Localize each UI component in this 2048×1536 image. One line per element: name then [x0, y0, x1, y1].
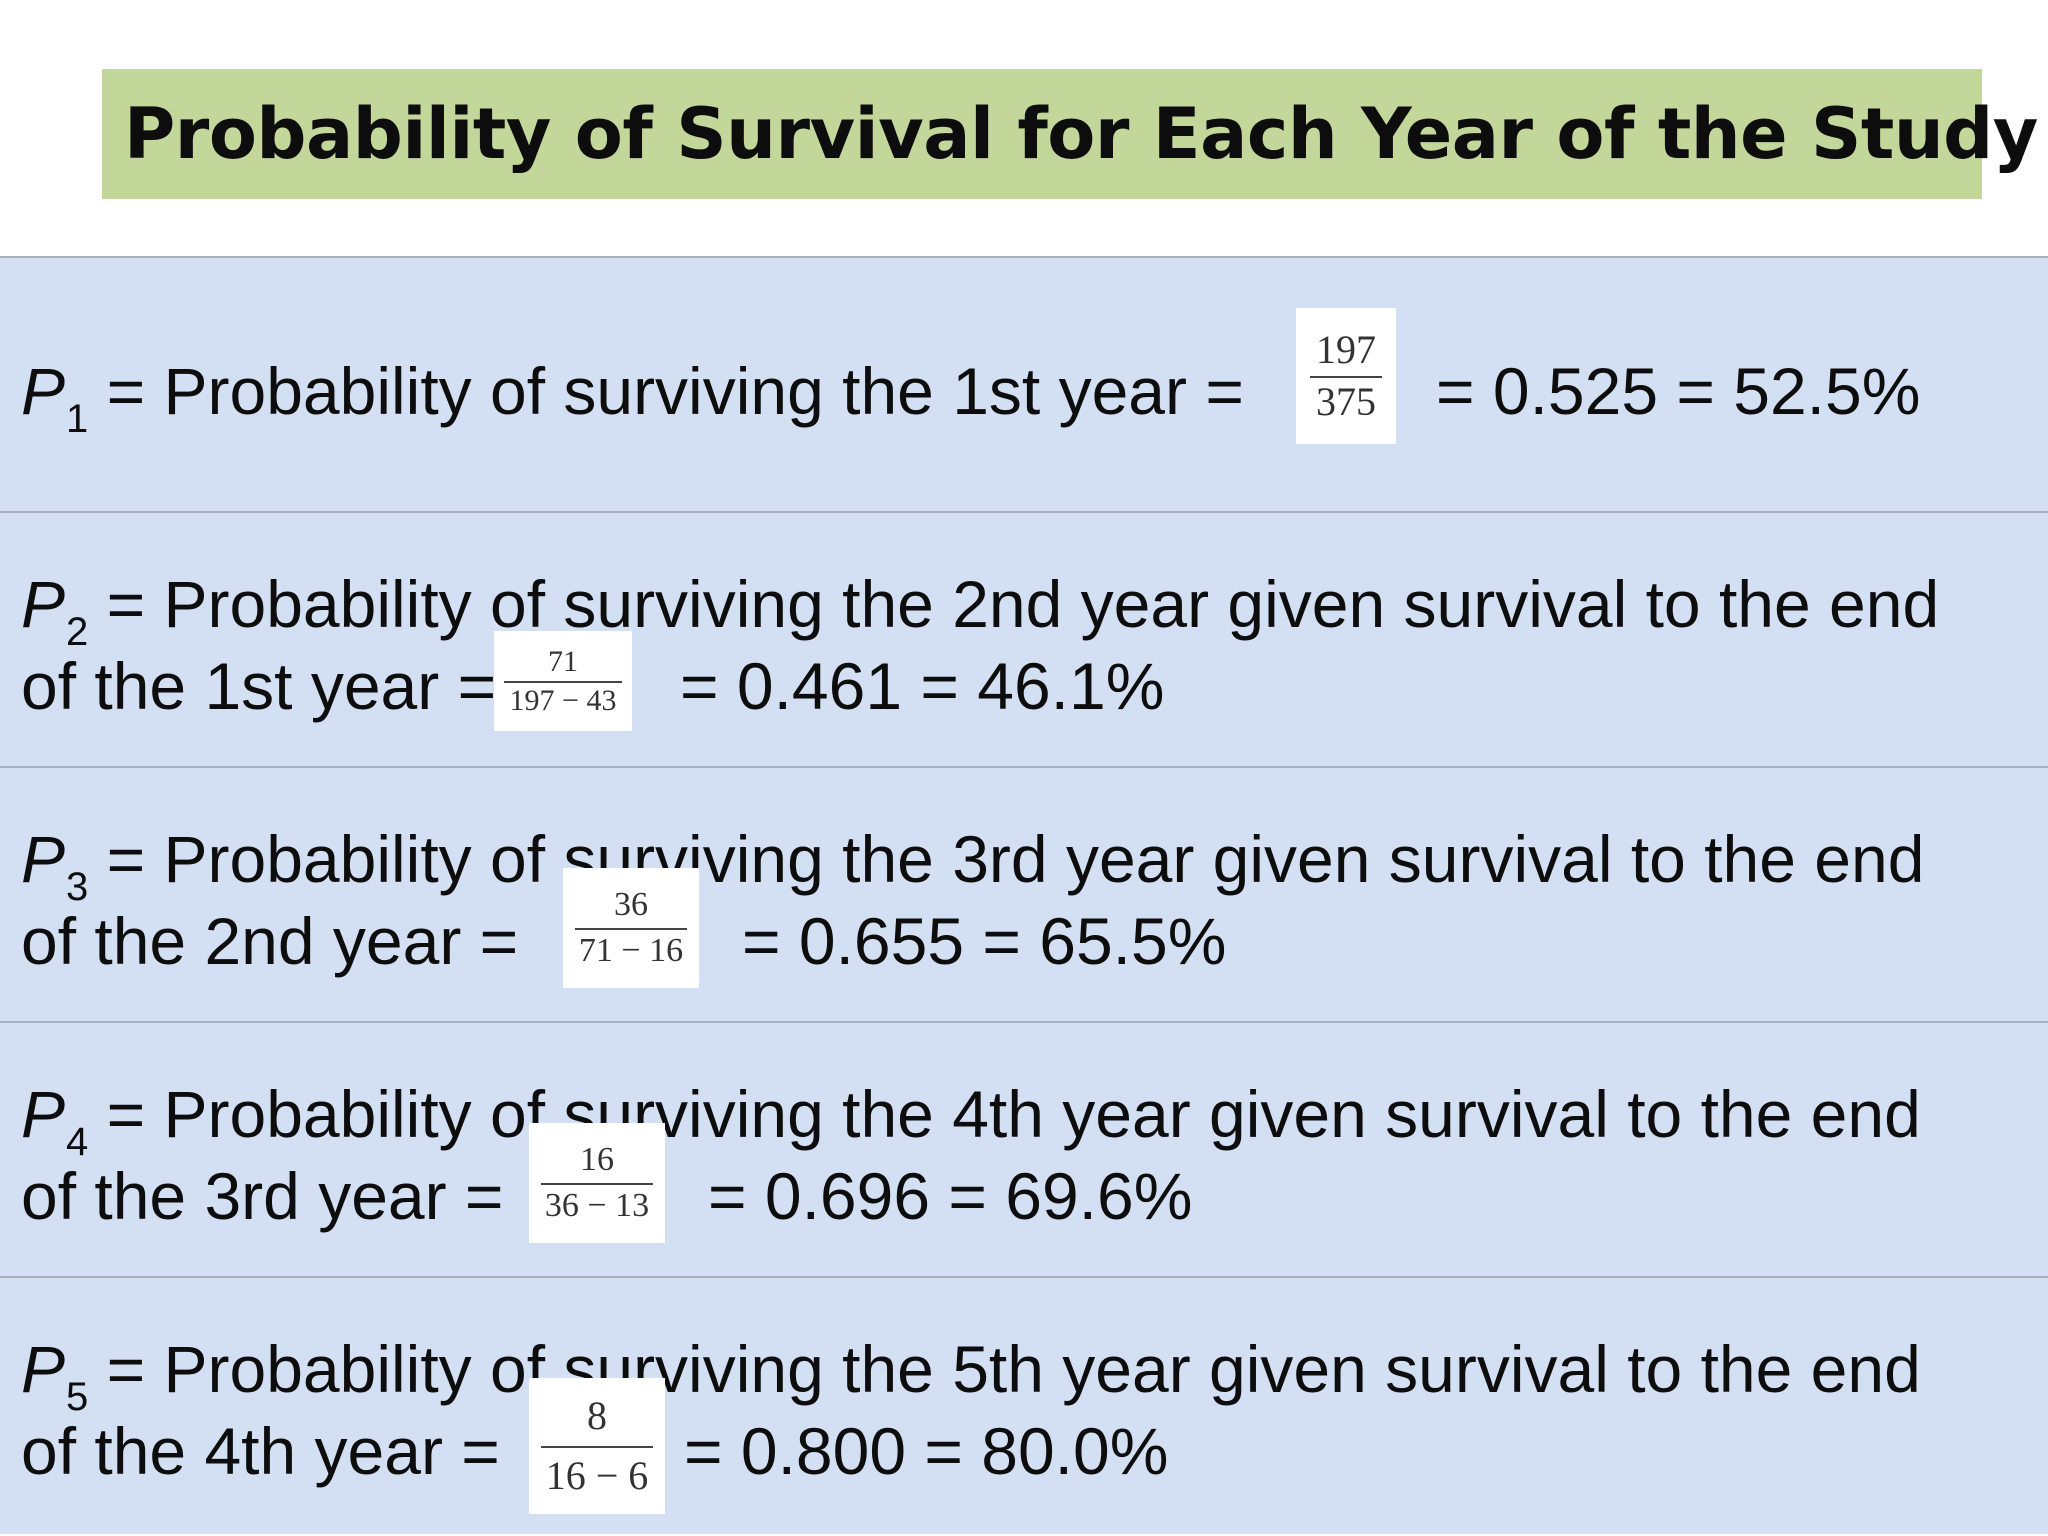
- row-line-2: of the 1st year =: [21, 649, 497, 723]
- fraction-image: 36 71 − 16: [563, 868, 699, 988]
- prob-symbol: P: [21, 1077, 66, 1151]
- row-line-1: P5 = Probability of surviving the 5th ye…: [21, 1336, 1921, 1417]
- fraction-denominator: 375: [1316, 379, 1376, 424]
- table-row: P5 = Probability of surviving the 5th ye…: [0, 1276, 2048, 1534]
- slide-title: Probability of Survival for Each Year of…: [124, 93, 2038, 175]
- row-text: = Probability of surviving the 2nd year …: [106, 567, 1940, 641]
- row-line-1: P2 = Probability of surviving the 2nd ye…: [21, 571, 1939, 652]
- row-result: = 0.800 = 80.0%: [684, 1414, 1169, 1488]
- prob-symbol: P: [21, 354, 66, 428]
- fraction-denominator: 197 − 43: [509, 683, 617, 717]
- prob-subscript: 1: [66, 397, 89, 441]
- title-banner: Probability of Survival for Each Year of…: [102, 69, 2038, 199]
- row-result: = 0.525 = 52.5%: [1436, 354, 1921, 428]
- row-text: = Probability of surviving the 3rd year …: [106, 822, 1925, 896]
- fraction-denominator: 71 − 16: [578, 932, 684, 969]
- fraction-image: 8 16 − 6: [529, 1378, 665, 1514]
- row-text: = Probability of surviving the 5th year …: [106, 1332, 1921, 1406]
- fraction-bar: [504, 680, 622, 683]
- fraction-numerator: 8: [587, 1393, 607, 1438]
- probability-table: P1 = Probability of surviving the 1st ye…: [0, 256, 2048, 1534]
- table-row: P1 = Probability of surviving the 1st ye…: [0, 256, 2048, 511]
- fraction-denominator: 16 − 6: [545, 1453, 649, 1498]
- fraction-numerator: 197: [1316, 327, 1376, 372]
- row-line-1: P4 = Probability of surviving the 4th ye…: [21, 1081, 1921, 1162]
- fraction-image: 197 375: [1296, 308, 1396, 444]
- fraction-bar: [541, 1446, 653, 1448]
- fraction-numerator: 71: [548, 644, 578, 678]
- table-row: P4 = Probability of surviving the 4th ye…: [0, 1021, 2048, 1276]
- row-line-2: of the 3rd year =: [21, 1159, 504, 1233]
- fraction-denominator: 36 − 13: [544, 1187, 650, 1224]
- row-text: = Probability of surviving the 1st year …: [106, 354, 1244, 428]
- fraction-bar: [575, 928, 687, 930]
- fraction-numerator: 16: [580, 1141, 614, 1178]
- table-row: P2 = Probability of surviving the 2nd ye…: [0, 511, 2048, 766]
- row-text: = Probability of surviving the 4th year …: [106, 1077, 1921, 1151]
- prob-symbol: P: [21, 822, 66, 896]
- row-result: = 0.461 = 46.1%: [680, 649, 1165, 723]
- fraction-bar: [541, 1183, 653, 1185]
- prob-subscript: 3: [66, 865, 89, 909]
- prob-subscript: 5: [66, 1375, 89, 1419]
- fraction-image: 16 36 − 13: [529, 1123, 665, 1243]
- prob-subscript: 4: [66, 1120, 89, 1164]
- prob-symbol: P: [21, 567, 66, 641]
- row-result: = 0.655 = 65.5%: [742, 904, 1227, 978]
- prob-subscript: 2: [66, 610, 89, 654]
- row-line-2: of the 4th year =: [21, 1414, 500, 1488]
- row-line-1: P3 = Probability of surviving the 3rd ye…: [21, 826, 1924, 907]
- prob-symbol: P: [21, 1332, 66, 1406]
- row-line-2: of the 2nd year =: [21, 904, 519, 978]
- row-line-1: P1 = Probability of surviving the 1st ye…: [21, 358, 1244, 439]
- fraction-image: 71 197 − 43: [494, 631, 632, 731]
- row-result: = 0.696 = 69.6%: [708, 1159, 1193, 1233]
- fraction-numerator: 36: [614, 886, 648, 923]
- fraction-bar: [1310, 376, 1382, 378]
- table-row: P3 = Probability of surviving the 3rd ye…: [0, 766, 2048, 1021]
